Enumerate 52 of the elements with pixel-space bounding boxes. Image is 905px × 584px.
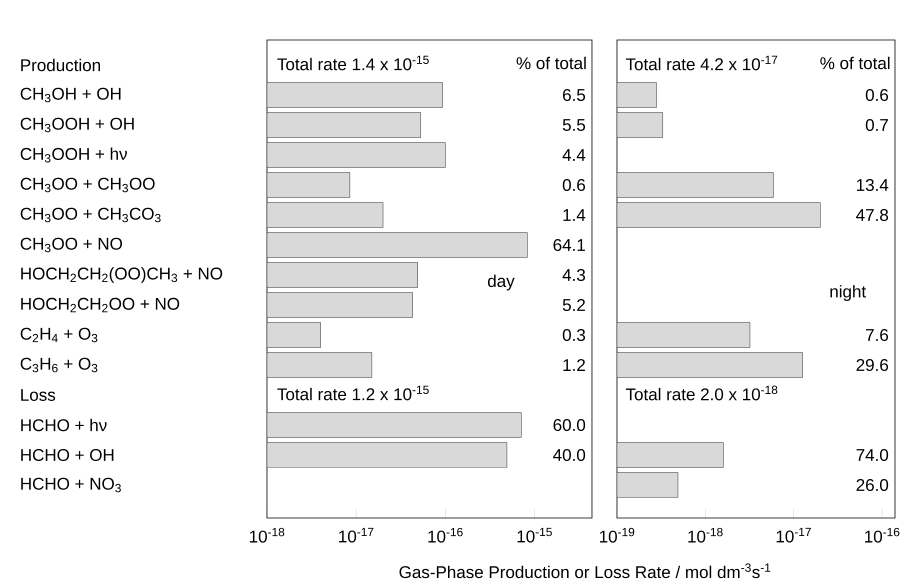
annotation: 40.0 [553, 448, 586, 462]
annotation: Total rate 4.2 x 10$^{-17}$ [626, 56, 778, 70]
annotation: night [830, 285, 866, 301]
annotation: 7.6 [866, 328, 888, 342]
annotation: 4.4 [562, 149, 586, 161]
y-tick-label: Loss [21, 389, 56, 401]
y-tick-label: CH$_{3}$OO + CH$_{3}$OO [20, 178, 155, 192]
annotation: Total rate 1.2 x 10$^{-15}$ [277, 386, 429, 400]
y-tick-label: CH$_{3}$OO + NO [20, 238, 122, 252]
x-tick-label: 10$^{-15}$ [518, 528, 552, 543]
annotation: 0.6 [866, 88, 888, 102]
annotation: 13.4 [857, 178, 888, 192]
annotation: 1.2 [563, 359, 585, 371]
y-tick-label: Production [21, 58, 100, 72]
x-tick-label: 10$^{-18}$ [688, 528, 723, 543]
y-tick-label: HOCH$_{2}$CH$_{2}$(OO)CH$_{3}$ + NO [21, 267, 222, 283]
annotation: 64.1 [554, 238, 585, 252]
annotation: 6.5 [563, 88, 586, 102]
y-tick-label: CH$_{3}$OH + OH [20, 88, 120, 102]
annotation: Total rate 1.4 x 10$^{-15}$ [277, 56, 429, 70]
x-tick-label: 10$^{-18}$ [250, 528, 284, 543]
annotation: day [488, 274, 515, 290]
x-tick-label: 10$^{-16}$ [865, 528, 900, 543]
annotation: 26.0 [856, 478, 888, 492]
y-tick-label: C$_{3}$H$_{6}$ + O$_{3}$ [20, 358, 98, 372]
y-tick-label: HCHO + OH [21, 448, 114, 462]
annotation: 1.4 [563, 209, 586, 221]
y-tick-label: HCHO + hν [21, 418, 107, 432]
annotation: Total rate 2.0 x 10$^{-18}$ [626, 386, 778, 400]
annotation: % of total [516, 56, 586, 70]
annotation: 29.6 [856, 358, 888, 372]
x-tick-label: 10$^{-19}$ [600, 528, 634, 543]
annotation: 60.0 [554, 418, 586, 432]
annotation: 4.3 [562, 268, 586, 282]
annotation: 5.2 [562, 298, 585, 312]
y-tick-label: CH$_{3}$OOH + hν [20, 147, 127, 163]
annotation: 0.3 [562, 328, 586, 342]
annotation: % of total [820, 56, 890, 70]
annotation: 74.0 [856, 448, 888, 462]
x-tick-label: 10$^{-17}$ [776, 528, 811, 543]
y-tick-label: HOCH$_{2}$CH$_{2}$OO + NO [21, 298, 180, 312]
y-tick-label: C$_{2}$H$_{4}$ + O$_{3}$ [20, 328, 98, 342]
y-tick-label: CH$_{3}$OOH + OH [20, 118, 134, 132]
x-tick-label: 10$^{-16}$ [428, 528, 463, 543]
y-tick-label: CH$_{3}$OO + CH$_{3}$CO$_{3}$ [20, 208, 161, 222]
annotation: 0.7 [866, 118, 888, 132]
x-axis-title: Gas-Phase Production or Loss Rate / mol dm$^{-3}$s$^{-1}$ [400, 563, 770, 578]
x-tick-label: 10$^{-17}$ [339, 528, 374, 543]
y-tick-label: HCHO + NO$_{3}$ [21, 478, 121, 492]
annotation: 0.6 [562, 178, 586, 192]
annotation: 5.5 [562, 119, 586, 131]
annotation: 47.8 [856, 208, 888, 222]
